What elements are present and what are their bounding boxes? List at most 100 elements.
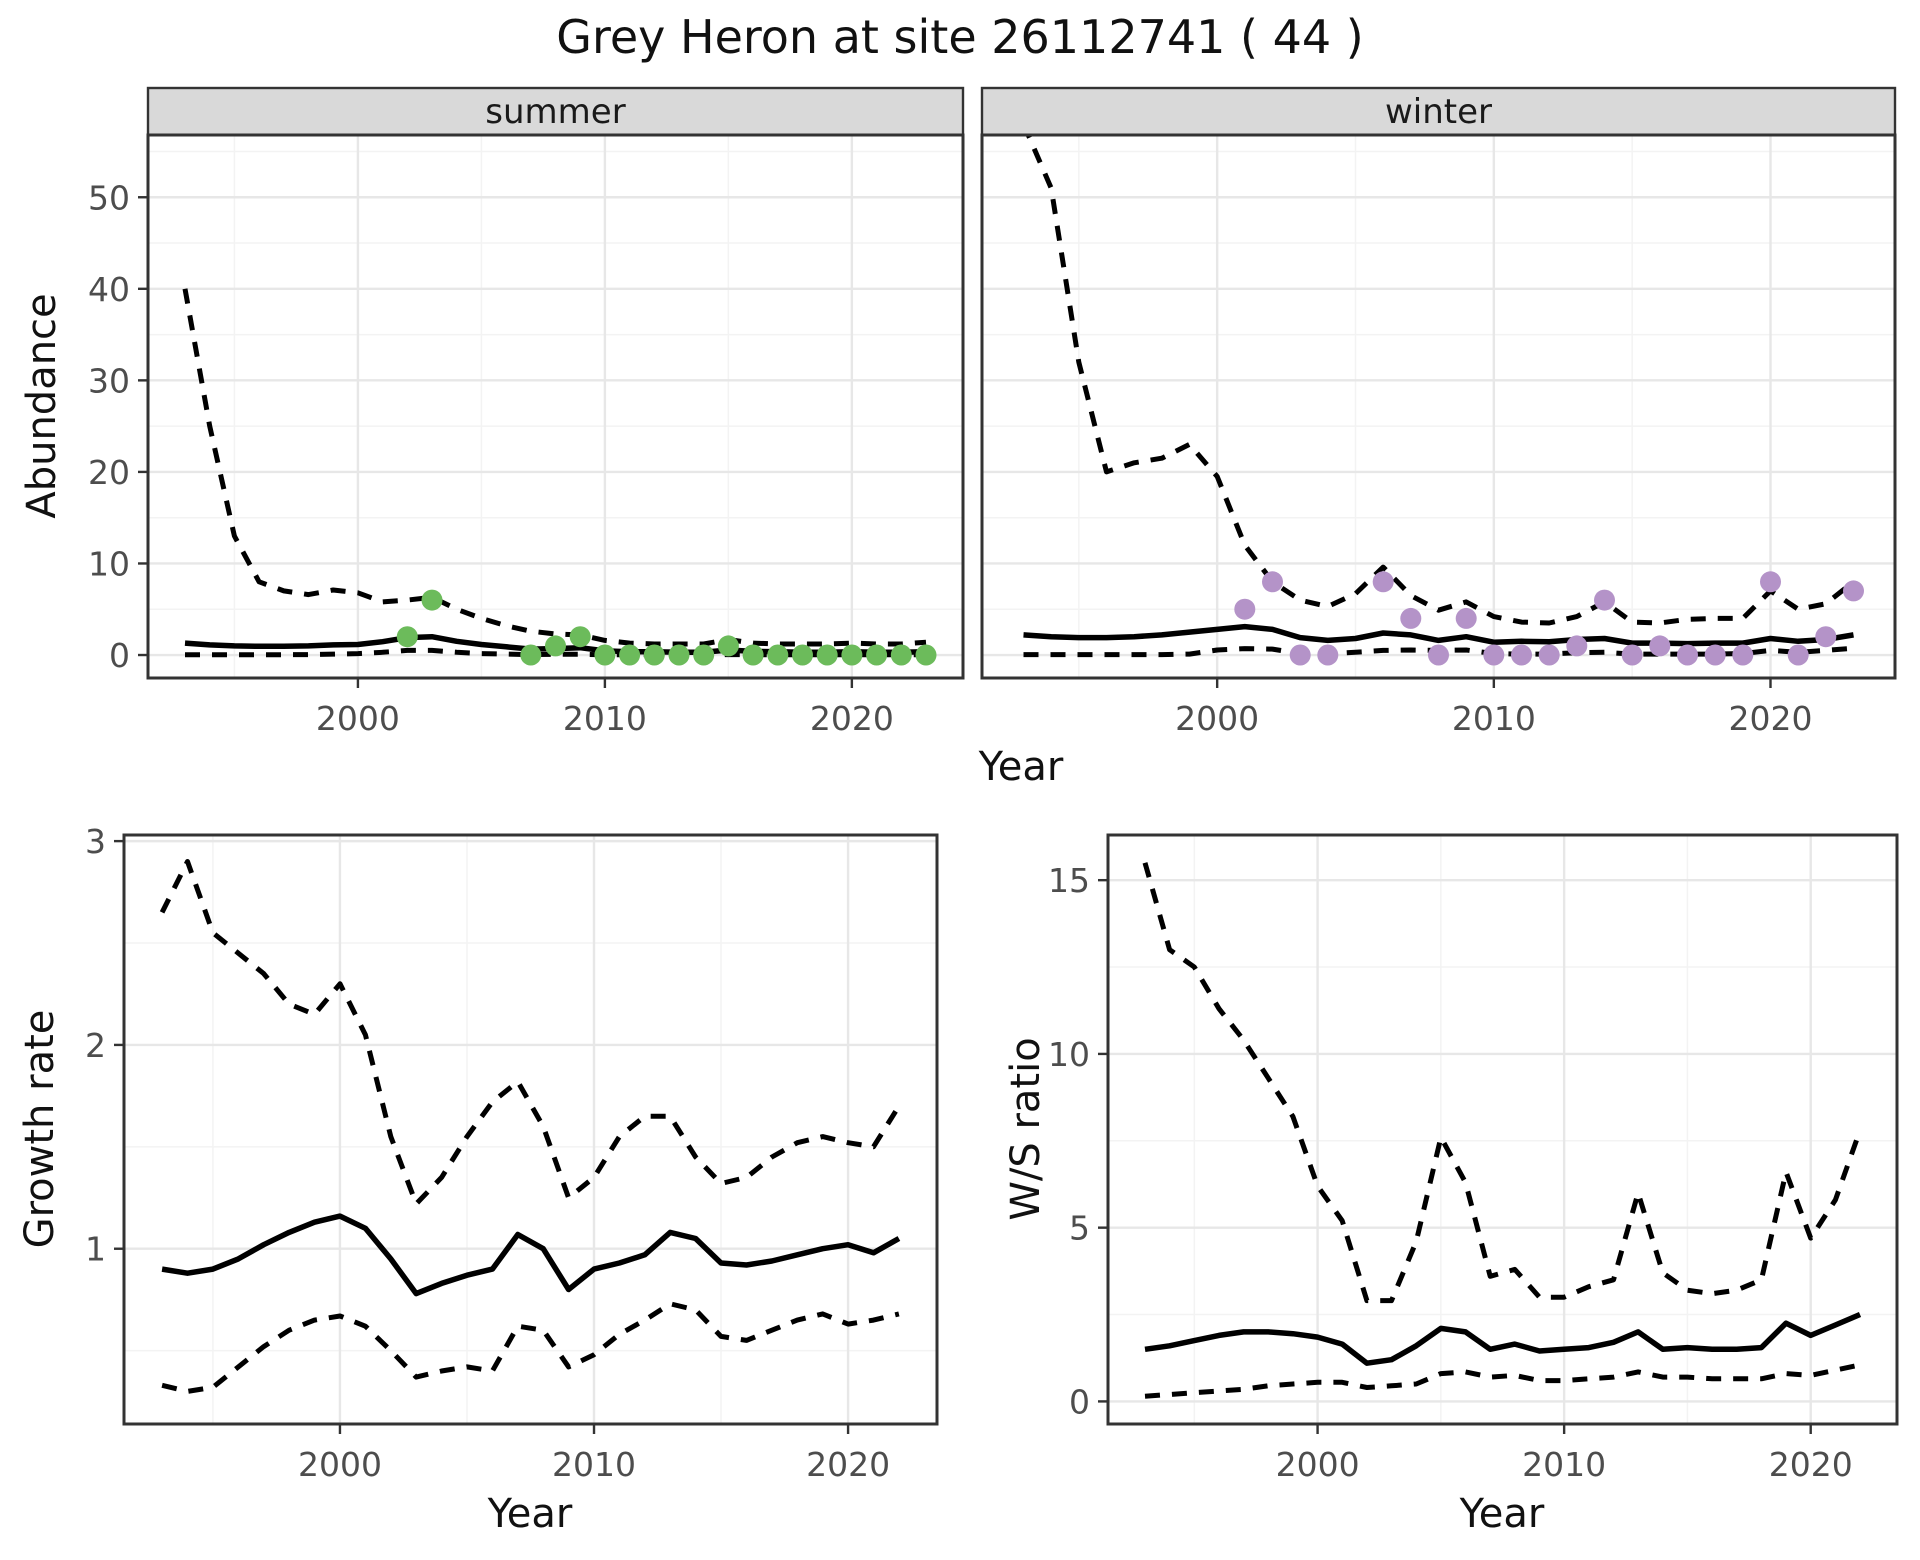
observed-point xyxy=(594,644,616,666)
panel-border xyxy=(1106,833,1899,1426)
x-tick-label: 2010 xyxy=(1452,699,1536,738)
x-tick-label: 2020 xyxy=(1769,1445,1853,1484)
observed-point xyxy=(1511,644,1532,666)
series-lines xyxy=(1142,862,1863,1399)
panel-background xyxy=(1108,835,1897,1424)
observed-point xyxy=(1677,644,1698,666)
x-tick-label: 2000 xyxy=(1175,699,1259,738)
x-tick-label: 2000 xyxy=(1276,1445,1360,1484)
observed-point xyxy=(890,644,912,666)
x-tick-label: 2000 xyxy=(298,1445,382,1484)
observed-point xyxy=(866,644,888,666)
y-tick-label: 10 xyxy=(1048,1035,1090,1074)
observed-point xyxy=(1815,626,1837,648)
series-mean-line xyxy=(1144,1311,1862,1366)
y-tick-label: 10 xyxy=(88,544,130,583)
facet-strip xyxy=(146,86,965,137)
observed-point xyxy=(1289,644,1311,666)
observed-point xyxy=(1483,644,1505,666)
series-lower_ci-line xyxy=(1144,1362,1861,1399)
panel-abundance-winter: 2000 2010 2020 xyxy=(980,86,1897,738)
x-axis-title-growth: Year xyxy=(487,1491,573,1537)
observed-point xyxy=(717,635,739,657)
y-tick-label: 0 xyxy=(109,636,130,675)
observed-points xyxy=(396,589,937,666)
panel-border xyxy=(980,133,1897,680)
observed-point xyxy=(792,644,813,666)
observed-points xyxy=(1234,571,1864,666)
panel-background xyxy=(124,835,937,1424)
observed-point xyxy=(1428,644,1449,666)
x-tick-label: 2010 xyxy=(563,699,647,738)
x-tick-label: 2020 xyxy=(1729,699,1813,738)
y-tick-label: 30 xyxy=(88,361,130,400)
observed-point xyxy=(1455,607,1477,629)
panel-border xyxy=(146,133,965,680)
y-tick-label: 50 xyxy=(88,178,130,217)
observed-point xyxy=(668,644,690,666)
observed-point xyxy=(767,644,789,666)
y-tick-label: 0 xyxy=(1069,1382,1090,1421)
y-tick-label: 15 xyxy=(1048,861,1090,900)
series-upper_ci-line xyxy=(1142,862,1863,1304)
panel-background xyxy=(982,135,1895,678)
observed-point xyxy=(693,644,715,666)
y-axis-title-abundance: Abundance xyxy=(19,293,65,519)
y-axis-title-ws-ratio: W/S ratio xyxy=(1003,1037,1049,1221)
facet-strip-label-winter: winter xyxy=(1384,91,1493,132)
observed-point xyxy=(841,644,863,666)
series-lower_ci-line xyxy=(161,1301,900,1394)
observed-point xyxy=(1234,598,1256,620)
observed-point xyxy=(1787,644,1809,666)
x-axis-title-top: Year xyxy=(978,744,1064,790)
observed-point xyxy=(1760,571,1781,593)
x-tick-label: 2020 xyxy=(806,1445,890,1484)
observed-point xyxy=(421,589,443,611)
series-upper_ci-line xyxy=(159,859,902,1207)
y-tick-label: 1 xyxy=(85,1230,106,1269)
observed-point xyxy=(1566,635,1588,657)
series-mean-line xyxy=(1023,623,1854,647)
observed-point xyxy=(1262,571,1283,593)
panel-growth-rate: 2000 2010 2020 1 2 3 xyxy=(85,822,939,1484)
observed-point xyxy=(1732,644,1754,666)
observed-point xyxy=(643,644,665,666)
x-tick-label: 2010 xyxy=(552,1445,636,1484)
observed-point xyxy=(1621,644,1643,666)
observed-point xyxy=(1372,571,1394,593)
series-lines xyxy=(159,859,902,1394)
y-axis-title-growth-rate: Growth rate xyxy=(17,1009,63,1249)
y-tick-label: 20 xyxy=(88,453,130,492)
panel-abundance-summer: 2000 2010 2020 0 10 20 30 40 50 xyxy=(88,86,965,738)
series-mean-line xyxy=(161,1213,901,1297)
observed-point xyxy=(1594,589,1615,611)
y-tick-label: 5 xyxy=(1069,1209,1090,1248)
x-tick-label: 2000 xyxy=(316,699,400,738)
series-upper_ci-line xyxy=(1025,135,1856,626)
y-tick-label: 3 xyxy=(85,822,106,861)
observed-point xyxy=(1649,635,1671,657)
observed-point xyxy=(1704,644,1726,666)
y-tick-label: 40 xyxy=(88,270,130,309)
x-axis-title-ws: Year xyxy=(1459,1491,1545,1537)
observed-point xyxy=(619,644,641,666)
chart-title: Grey Heron at site 26112741 ( 44 ) xyxy=(556,10,1364,64)
observed-point xyxy=(915,644,937,666)
series-upper_ci-line xyxy=(182,288,927,647)
panel-border xyxy=(122,833,939,1426)
observed-point xyxy=(520,644,542,666)
x-tick-label: 2010 xyxy=(1522,1445,1606,1484)
observed-point xyxy=(396,626,418,648)
facet-strip-label-summer: summer xyxy=(485,91,626,132)
observed-point xyxy=(742,644,764,666)
x-tick-label: 2020 xyxy=(810,699,894,738)
panel-ws-ratio: 2000 2010 2020 0 5 10 15 xyxy=(1048,833,1899,1484)
y-tick-label: 2 xyxy=(85,1026,106,1065)
panel-background xyxy=(148,135,963,678)
observed-point xyxy=(1538,644,1560,666)
observed-point xyxy=(545,635,566,657)
observed-point xyxy=(1400,607,1422,629)
observed-point xyxy=(1843,580,1864,602)
